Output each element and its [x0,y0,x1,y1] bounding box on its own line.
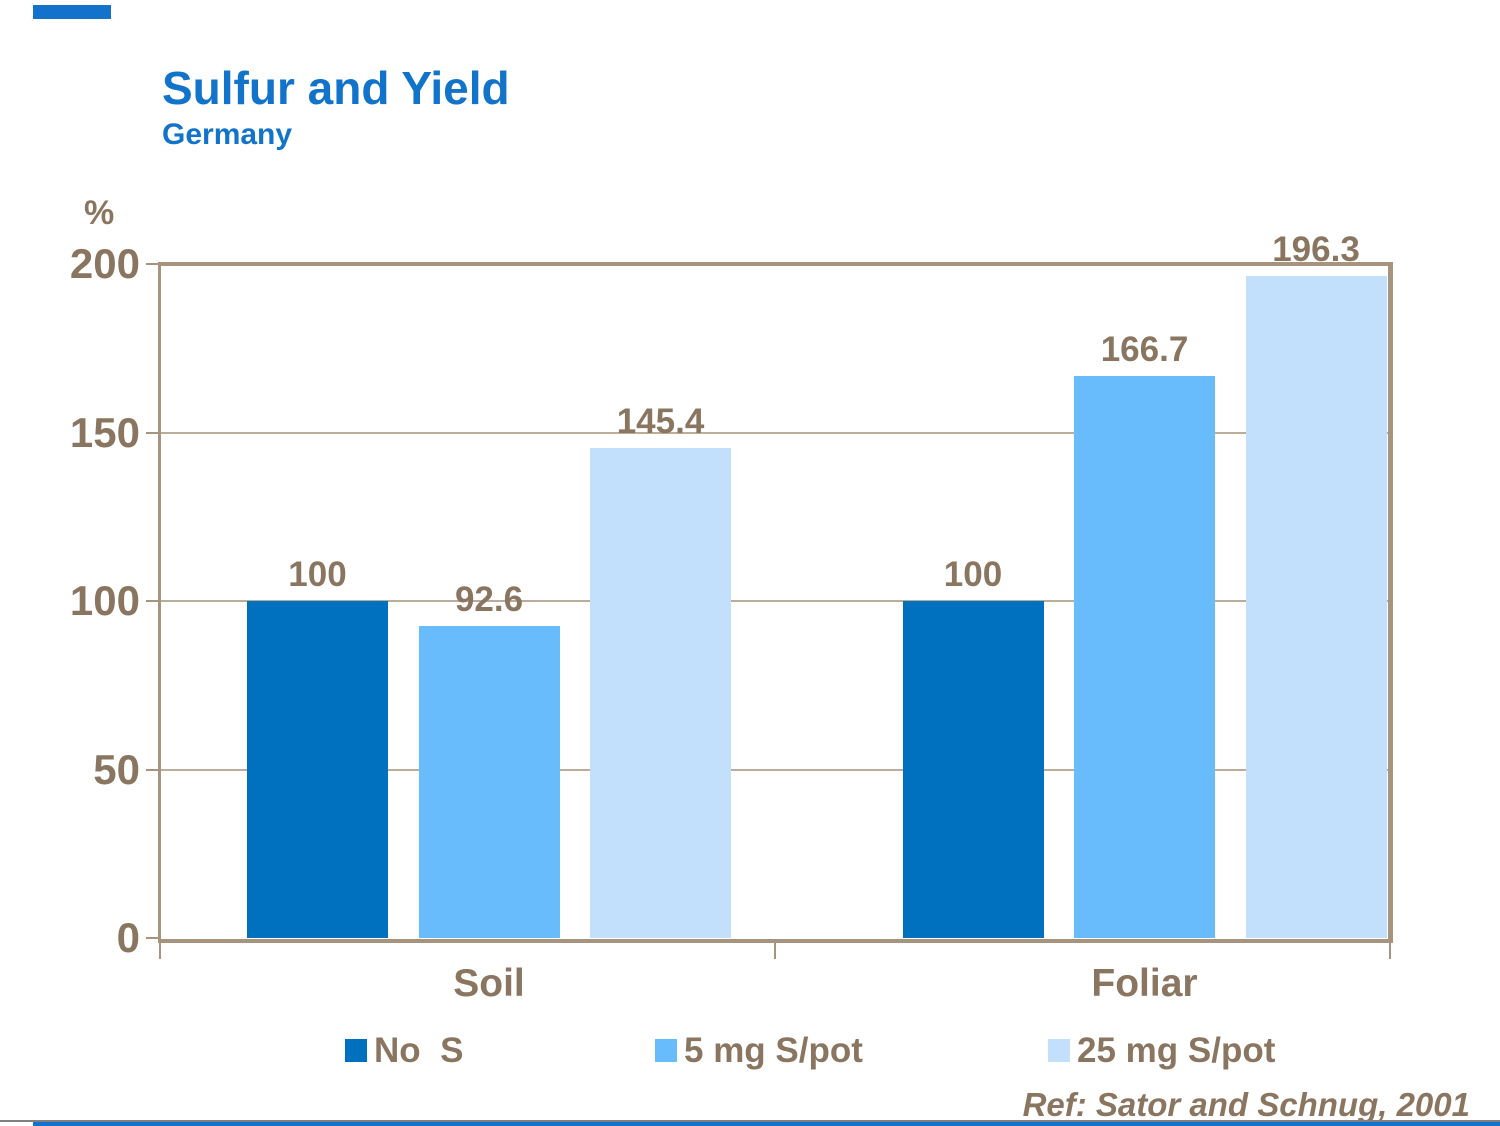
bar-value-label: 92.6 [454,579,524,619]
top-accent-bar [33,5,111,19]
bar-value-label: 100 [288,555,347,594]
bar-foliar-series-1 [1074,376,1215,938]
slide-subtitle: Germany [162,118,293,151]
gridline [161,768,1388,771]
slide-title: Sulfur and Yield [162,62,510,114]
gridline [161,600,1388,602]
legend-label-1: 5 mg S/pot [684,1031,863,1070]
y-axis-unit-label: % [84,194,115,232]
y-tick [146,937,161,939]
y-tick [146,263,161,265]
bar-value-label: 100 [943,555,1003,594]
gridline [161,431,1388,434]
y-tick [146,768,161,771]
bar-soil-series-1 [418,625,560,938]
y-tick [146,600,161,602]
legend-label-0: No S [374,1031,464,1070]
bar-foliar-series-0 [902,601,1044,938]
x-tick [159,942,161,959]
y-tick-label: 150 [69,408,140,456]
legend-swatch-2 [1048,1039,1070,1062]
category-label-soil: Soil [453,962,525,1005]
y-tick-label: 200 [69,240,140,287]
y-tick-label: 50 [93,745,140,793]
x-tick [1389,942,1391,959]
x-tick [774,942,776,959]
category-label-foliar: Foliar [1091,962,1198,1005]
legend-label-2: 25 mg S/pot [1077,1031,1276,1070]
bar-value-label: 166.7 [1100,330,1189,370]
reference-text: Ref: Sator and Schnug, 2001 [1022,1086,1470,1123]
bar-foliar-series-2 [1245,276,1387,938]
legend-swatch-0 [345,1039,367,1062]
footer-rule [0,1120,1500,1122]
legend-swatch-1 [655,1039,677,1062]
bar-value-label: 196.3 [1272,230,1360,270]
bar-value-label: 145.4 [616,402,705,441]
bar-soil-series-0 [247,601,388,938]
bottom-accent-bar [33,1122,1500,1126]
bar-soil-series-2 [590,448,731,938]
y-tick [146,431,161,434]
y-tick-label: 0 [116,914,140,961]
y-tick-label: 100 [69,577,140,624]
